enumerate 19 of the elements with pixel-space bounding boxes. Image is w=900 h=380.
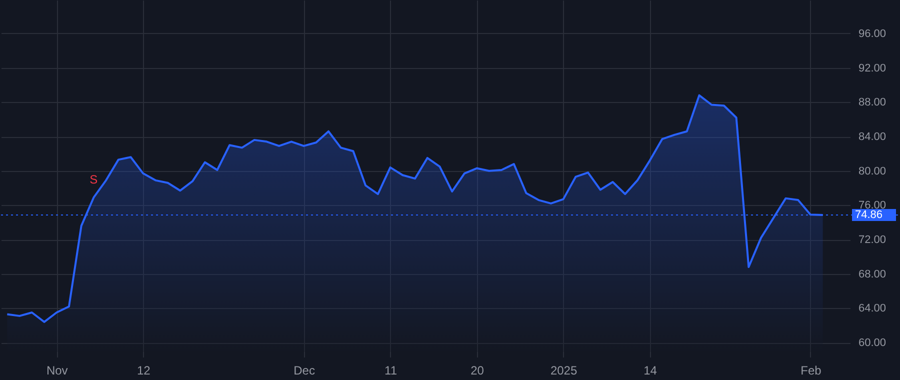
x-tick-label: Feb [800,364,822,378]
x-tick-label: 14 [644,364,658,378]
ref-line-label: 74.86 [855,208,883,221]
y-tick-label: 84.00 [858,131,886,144]
x-tick-label: 12 [136,364,151,378]
y-tick-label: 92.00 [858,62,886,74]
x-tick-label: Nov [46,364,68,378]
y-tick-label: 64.00 [858,302,886,315]
x-tick-label: Dec [294,364,315,378]
y-tick-label: 96.00 [858,28,886,40]
y-tick-label: 72.00 [858,234,886,246]
x-tick-label: 11 [384,364,398,378]
annotation: S [90,172,98,186]
x-tick-label: 20 [470,364,484,378]
y-tick-label: 60.00 [858,337,886,350]
y-tick-label: 80.00 [858,165,886,178]
y-tick-label: 68.00 [858,268,886,280]
y-tick-label: 88.00 [858,96,886,109]
x-tick-label: 2025 [550,364,578,378]
